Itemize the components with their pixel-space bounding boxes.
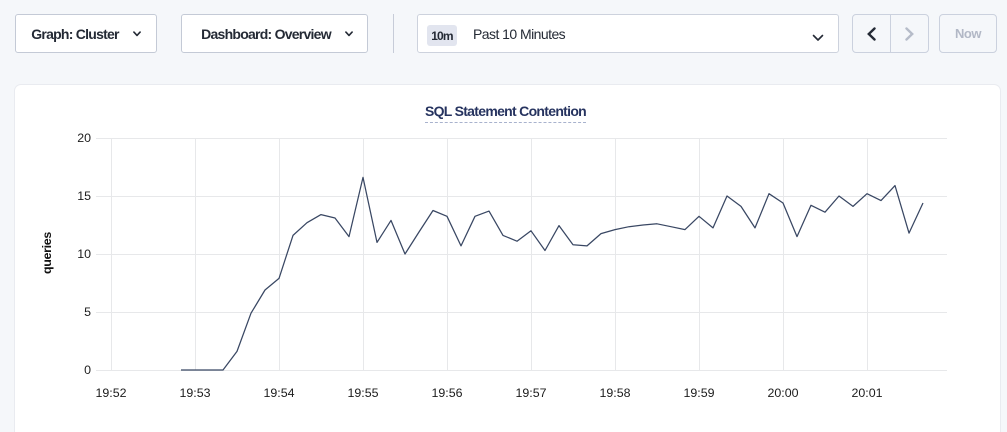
svg-text:19:53: 19:53 [179, 386, 210, 400]
svg-text:19:55: 19:55 [347, 386, 378, 400]
svg-text:20:00: 20:00 [767, 386, 798, 400]
svg-text:19:58: 19:58 [599, 386, 630, 400]
svg-text:19:59: 19:59 [683, 386, 714, 400]
svg-text:5: 5 [84, 305, 91, 319]
svg-text:queries: queries [40, 232, 54, 274]
svg-text:19:52: 19:52 [95, 386, 126, 400]
svg-text:10: 10 [77, 247, 91, 261]
svg-text:19:56: 19:56 [431, 386, 462, 400]
svg-text:20: 20 [77, 131, 91, 145]
svg-text:15: 15 [77, 189, 91, 203]
svg-text:19:54: 19:54 [263, 386, 294, 400]
svg-text:20:01: 20:01 [851, 386, 882, 400]
svg-text:19:57: 19:57 [515, 386, 546, 400]
svg-text:0: 0 [84, 363, 91, 377]
